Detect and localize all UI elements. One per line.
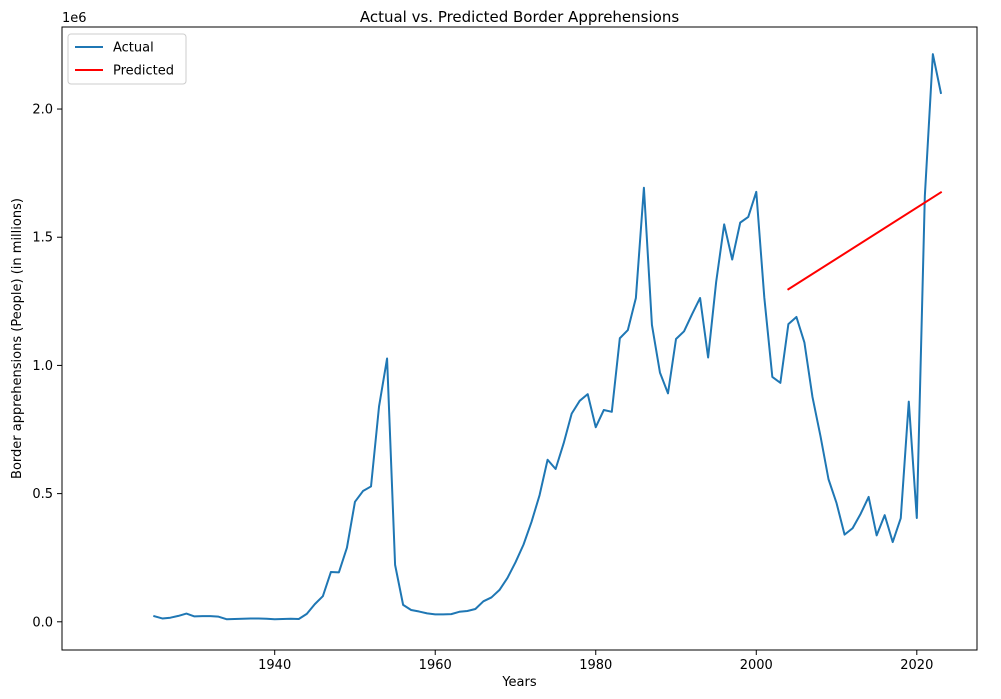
chart-title: Actual vs. Predicted Border Apprehension… — [360, 8, 680, 26]
y-tick-label: 1.5 — [32, 231, 53, 246]
y-tick-label: 0.5 — [32, 487, 53, 502]
plot-area: 1940 1960 1980 2000 2020 0.0 0.5 1.0 1.5 2.0 — [32, 26, 978, 673]
x-tick-label: 2000 — [740, 658, 773, 673]
y-tick-label: 2.0 — [32, 103, 53, 118]
y-axis-title: Border apprehensions (People) (in millio… — [10, 198, 25, 479]
legend-label-actual: Actual — [113, 41, 154, 56]
y-tick-label: 1.0 — [32, 359, 53, 374]
legend-label-predicted: Predicted — [113, 64, 174, 79]
series-line-actual — [153, 53, 943, 621]
legend: Actual Predicted — [67, 33, 187, 85]
x-tick-label: 1940 — [258, 658, 291, 673]
x-axis-title: Years — [501, 675, 537, 690]
axes-frame — [61, 26, 978, 651]
x-tick-label: 2020 — [900, 658, 933, 673]
x-tick-label: 1960 — [419, 658, 452, 673]
series-line-predicted — [786, 190, 943, 291]
y-axis-offset-label: 1e6 — [62, 11, 87, 26]
y-tick-label: 0.0 — [32, 615, 53, 630]
x-tick-label: 1980 — [579, 658, 612, 673]
